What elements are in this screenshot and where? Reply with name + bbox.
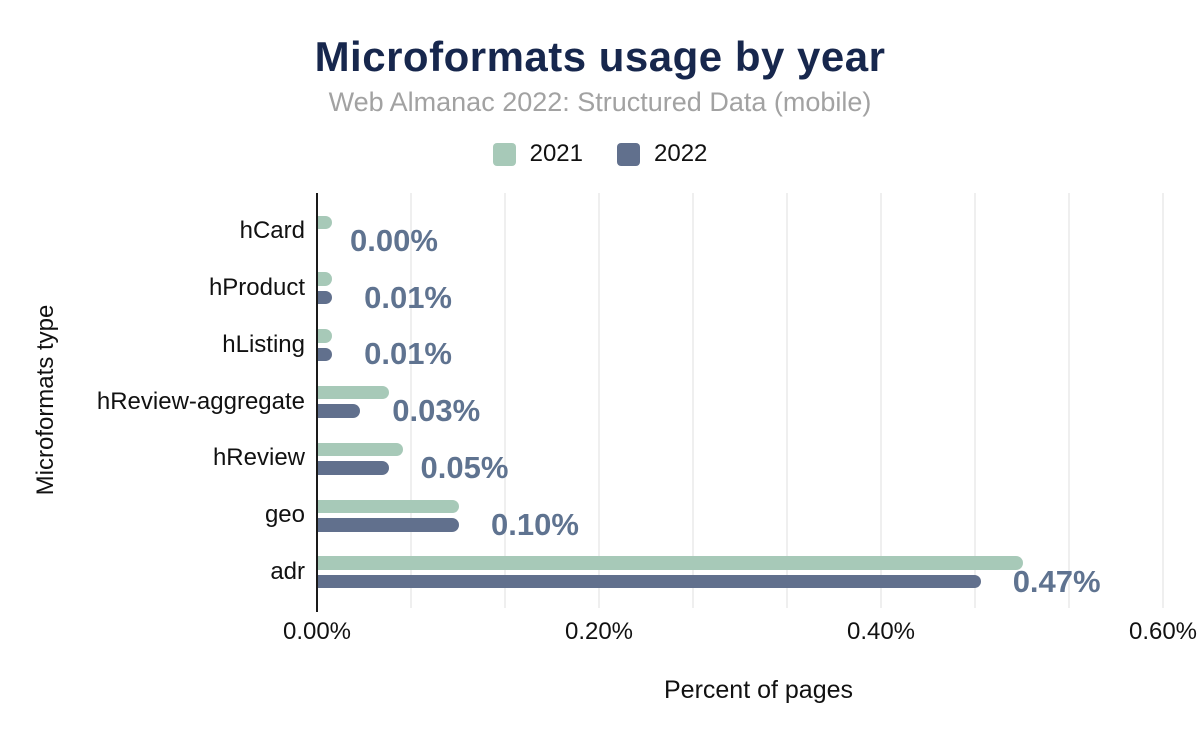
data-label-hReview-aggregate: 0.03% — [392, 393, 481, 429]
bar-2021-hReview — [318, 442, 403, 457]
data-label-hListing: 0.01% — [364, 336, 452, 372]
legend-swatch-2022-icon — [617, 142, 640, 166]
x-tick-label: 0.40% — [846, 618, 916, 645]
data-label-hReview: 0.05% — [420, 449, 509, 485]
gridline — [974, 193, 976, 608]
category-label-hReview-aggregate: hReview-aggregate — [96, 387, 305, 415]
bar-2021-hCard — [318, 215, 333, 229]
category-label-hReview: hReview — [212, 444, 305, 472]
gridline — [410, 193, 412, 608]
gridline — [598, 193, 600, 608]
bar-2021-hProduct — [318, 272, 333, 286]
x-tick-label: 0.60% — [1128, 618, 1198, 645]
bar-2022-adr — [318, 574, 981, 589]
category-label-geo: geo — [264, 501, 305, 529]
gridline — [692, 193, 694, 608]
category-label-hCard: hCard — [239, 217, 305, 245]
data-label-hCard: 0.00% — [350, 222, 438, 258]
category-label-hListing: hListing — [222, 330, 305, 358]
bar-2021-adr — [318, 556, 1023, 570]
x-axis-title: Percent of pages — [663, 676, 853, 704]
gridline — [1162, 193, 1164, 608]
legend: 2021 2022 — [0, 140, 1200, 168]
gridline — [786, 193, 788, 608]
category-label-adr: adr — [270, 558, 305, 586]
y-axis-line — [316, 193, 318, 612]
legend-item-2022: 2022 — [617, 140, 707, 168]
bar-2022-hReview — [318, 461, 389, 475]
bar-2021-geo — [318, 499, 459, 513]
plot-area: 0.00% 0.01% 0.01% 0.03% 0.05% 0.10% 0.47% — [316, 193, 1200, 612]
legend-label-2021: 2021 — [529, 140, 583, 167]
chart-subtitle: Web Almanac 2022: Structured Data (mobil… — [328, 87, 872, 117]
bar-2022-hListing — [318, 347, 333, 362]
bar-2021-hReview-aggregate — [318, 385, 389, 400]
data-label-hProduct: 0.01% — [364, 279, 452, 315]
legend-label-2022: 2022 — [654, 140, 708, 167]
data-label-geo: 0.10% — [491, 506, 579, 542]
x-tick-label: 0.20% — [564, 618, 634, 645]
gridline — [504, 193, 506, 608]
bar-2022-geo — [318, 518, 459, 532]
x-tick-label: 0.00% — [282, 618, 352, 645]
category-label-hProduct: hProduct — [208, 274, 305, 302]
data-label-adr: 0.47% — [1012, 563, 1101, 599]
bar-2021-hListing — [318, 329, 333, 343]
legend-item-2021: 2021 — [492, 140, 583, 168]
gridline — [1068, 193, 1070, 608]
bar-2022-hReview-aggregate — [318, 404, 361, 418]
legend-swatch-2021-icon — [492, 142, 516, 166]
bar-2022-hProduct — [318, 290, 333, 305]
chart-title: Microformats usage by year — [314, 33, 886, 80]
gridline — [880, 193, 882, 608]
